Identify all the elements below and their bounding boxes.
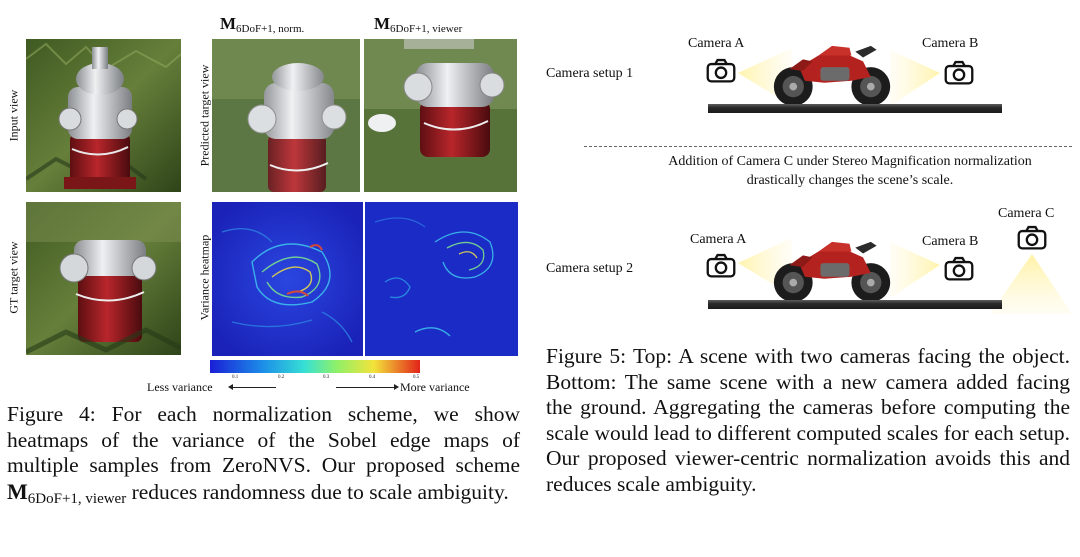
- camera-icon: [706, 253, 736, 279]
- row-label-input: Input view: [6, 89, 21, 142]
- camera-icon: [944, 256, 974, 282]
- camera-a-label: Camera A: [690, 232, 747, 247]
- variance-heatmap-viewer-image: [365, 202, 518, 356]
- row-label-gt: GT target view: [6, 241, 21, 314]
- variance-heatmap-norm-image: [212, 202, 363, 356]
- camera-b-label: Camera B: [922, 36, 979, 51]
- column-header-viewer: M6DoF+1, viewer: [374, 14, 463, 35]
- row-label-predicted: Predicted target view: [197, 64, 212, 167]
- motorcycle-icon: [770, 234, 896, 304]
- colorbar: [210, 360, 420, 373]
- less-variance-label: Less variance: [147, 380, 213, 394]
- colorbar-tick: 0.2: [278, 375, 285, 380]
- input-view-image: [26, 39, 181, 192]
- camera-c-label: Camera C: [998, 206, 1055, 221]
- normalization-note: Addition of Camera C under Stereo Magnif…: [668, 154, 1032, 188]
- camera-b-label: Camera B: [922, 234, 979, 249]
- colorbar-tick: 0.4: [369, 375, 376, 380]
- ground-bar: [708, 104, 1002, 113]
- left-arrow-head-icon: [228, 384, 233, 390]
- dashed-separator: [584, 146, 1072, 147]
- right-arrow-icon: [336, 387, 394, 388]
- column-header-norm: M6DoF+1, norm.: [220, 14, 305, 35]
- colorbar-tick: 0.5: [413, 375, 420, 380]
- camera-icon: [944, 60, 974, 86]
- more-variance-label: More variance: [400, 380, 470, 394]
- figure-4-caption: Figure 4: For each normalization scheme,…: [7, 402, 520, 507]
- camera-a-label: Camera A: [688, 36, 745, 51]
- camera-icon: [706, 58, 736, 84]
- row-label-variance: Variance heatmap: [197, 234, 212, 321]
- colorbar-tick: 0.3: [323, 375, 330, 380]
- camera-setup-2-label: Camera setup 2: [546, 261, 634, 276]
- right-arrow-head-icon: [394, 384, 399, 390]
- ground-bar: [708, 300, 1002, 309]
- motorcycle-icon: [770, 38, 896, 108]
- camera-setup-1-label: Camera setup 1: [546, 66, 634, 81]
- colorbar-tick: 0.1: [232, 375, 239, 380]
- camera-icon: [1017, 225, 1047, 251]
- gt-target-view-image: [26, 202, 181, 355]
- figure-5-caption: Figure 5: Top: A scene with two cameras …: [546, 344, 1070, 496]
- predicted-view-norm-image: [212, 39, 360, 192]
- left-arrow-icon: [230, 387, 276, 388]
- predicted-view-viewer-image: [364, 39, 517, 192]
